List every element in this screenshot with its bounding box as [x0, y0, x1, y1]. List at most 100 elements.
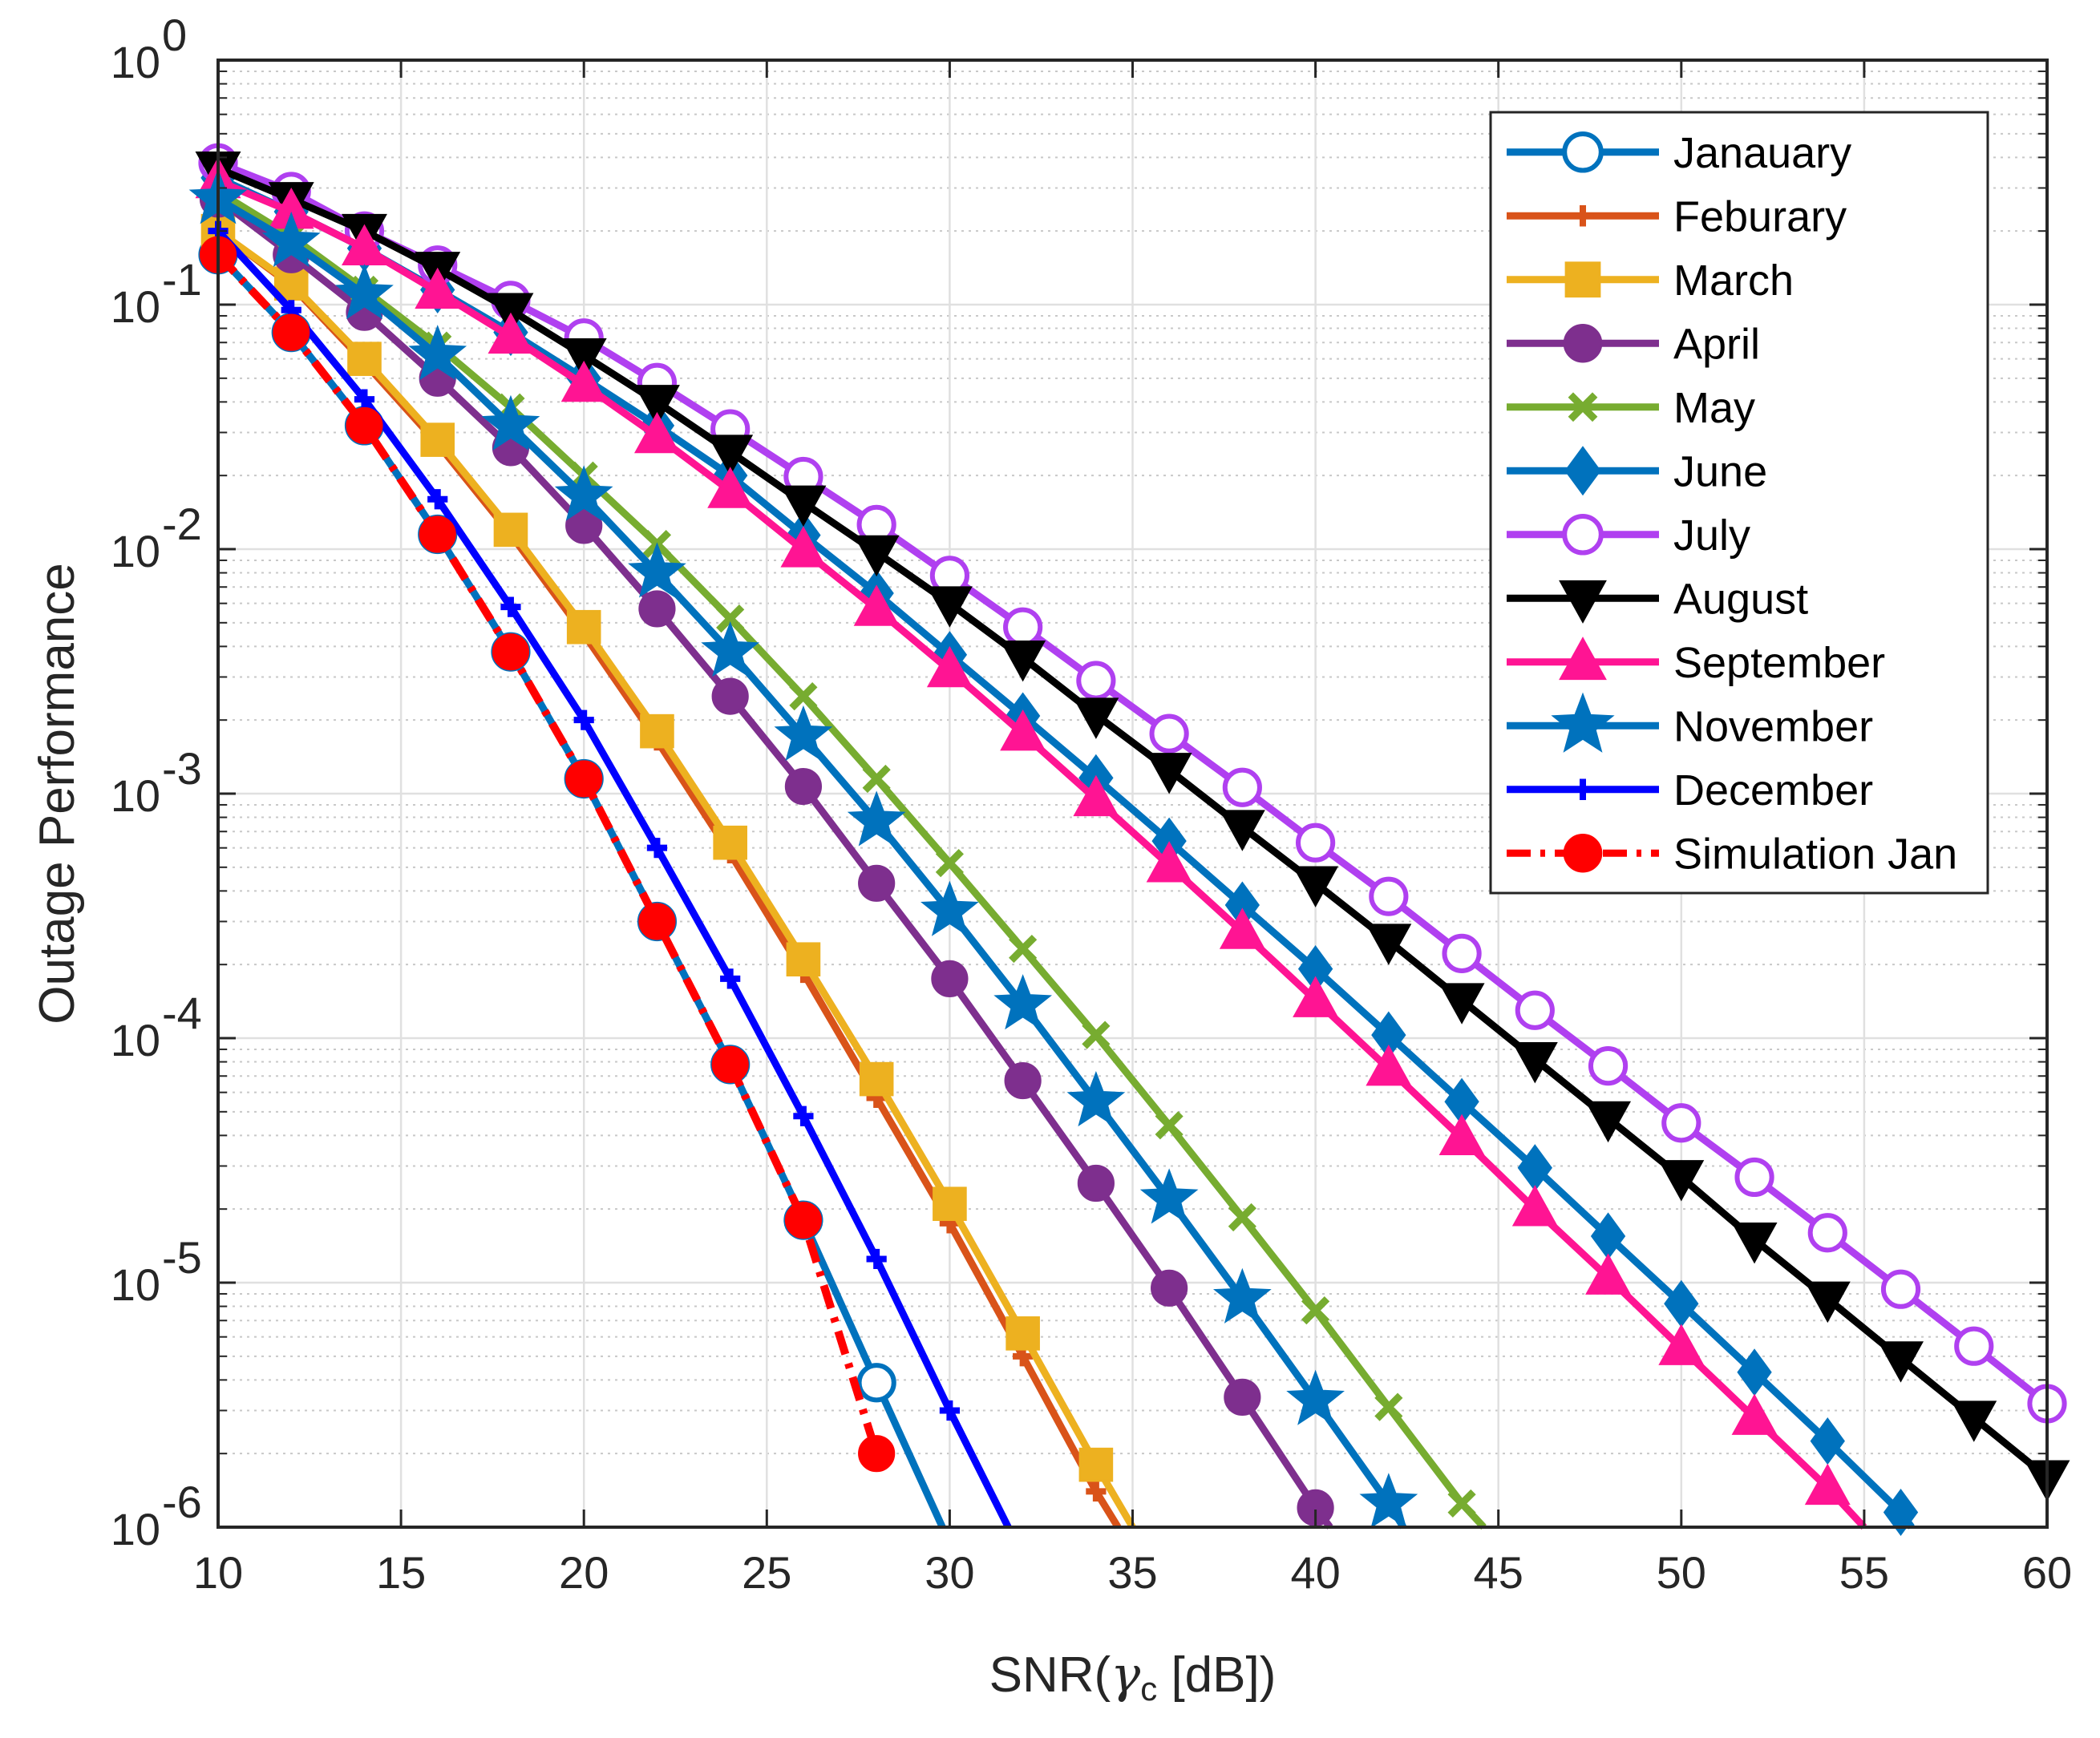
- marker-triangle-up: [1731, 1393, 1778, 1435]
- legend-label: Feburary: [1673, 192, 1847, 240]
- marker-triangle-down: [633, 385, 680, 426]
- marker-square: [566, 609, 601, 645]
- y-axis-title: Outage Performance: [30, 563, 85, 1025]
- marker-x: [1082, 1021, 1111, 1049]
- marker-plus: [1086, 1481, 1107, 1502]
- marker-circle: [1369, 876, 1409, 916]
- legend-label: June: [1673, 447, 1767, 495]
- marker-triangle-up: [1804, 1463, 1851, 1506]
- marker-triangle-down: [1366, 924, 1412, 965]
- marker-triangle-up: [633, 411, 680, 454]
- x-tick-label: 50: [1657, 1547, 1706, 1598]
- legend-item: June: [1507, 446, 1767, 496]
- marker-circle: [1442, 933, 1482, 973]
- marker-plus: [1572, 778, 1594, 801]
- marker-circle: [1588, 1046, 1629, 1086]
- marker-triangle-up: [1146, 841, 1192, 883]
- legend-label: November: [1673, 702, 1873, 750]
- marker-dot: [273, 313, 310, 351]
- marker-triangle-down: [1559, 580, 1607, 624]
- marker-dot: [784, 1202, 823, 1239]
- y-tick-exponent: -2: [162, 499, 202, 549]
- x-tick-label: 40: [1290, 1547, 1340, 1598]
- marker-triangle-down: [926, 586, 973, 628]
- legend-label: Janauary: [1673, 129, 1851, 177]
- marker-circle: [1661, 1103, 1701, 1143]
- marker-triangle-down: [1951, 1401, 1997, 1442]
- marker-star: [628, 542, 686, 598]
- marker-triangle-up: [415, 267, 461, 309]
- marker-star: [261, 211, 321, 268]
- marker-triangle-down: [1731, 1222, 1778, 1264]
- x-tick-label: 15: [376, 1547, 426, 1598]
- series-november: [188, 168, 1418, 1530]
- marker-circle: [1734, 1157, 1774, 1198]
- legend-label: September: [1673, 639, 1885, 687]
- marker-dot: [565, 760, 603, 798]
- marker-x: [1009, 934, 1038, 964]
- marker-dot: [1563, 323, 1603, 363]
- legend-item: Feburary: [1507, 192, 1847, 240]
- legend-item: September: [1507, 637, 1885, 687]
- marker-triangle-up: [1219, 907, 1265, 949]
- marker-star: [481, 394, 540, 451]
- marker-triangle-down: [1878, 1341, 1924, 1383]
- marker-star: [1139, 1168, 1199, 1224]
- marker-triangle-up: [1000, 709, 1046, 751]
- marker-circle: [1880, 1269, 1921, 1309]
- marker-circle: [1562, 131, 1604, 173]
- legend-item: Simulation Jan: [1507, 830, 1957, 878]
- marker-triangle-down: [1804, 1281, 1851, 1324]
- marker-triangle-up: [1366, 1045, 1412, 1086]
- marker-circle: [1222, 767, 1262, 807]
- marker-dot: [638, 903, 676, 940]
- y-tick-label: 10: [111, 526, 160, 576]
- marker-square: [859, 1061, 894, 1097]
- marker-star: [993, 974, 1053, 1030]
- marker-plus: [793, 1105, 814, 1126]
- axis-ticks: [216, 59, 2049, 1529]
- marker-star: [1551, 692, 1615, 753]
- marker-triangle-up: [488, 312, 534, 354]
- marker-square: [1078, 1447, 1114, 1482]
- legend-label: March: [1673, 257, 1794, 305]
- legend-item: Janauary: [1507, 129, 1851, 177]
- marker-square: [1005, 1316, 1040, 1351]
- y-tick-exponent: -1: [162, 254, 202, 305]
- marker-triangle-up: [1511, 1185, 1558, 1227]
- marker-diamond: [1883, 1488, 1919, 1537]
- marker-triangle-up: [1658, 1324, 1705, 1365]
- legend-label: July: [1673, 511, 1750, 560]
- marker-x: [1228, 1202, 1256, 1232]
- marker-x: [1374, 1392, 1403, 1421]
- legend-item: April: [1507, 320, 1760, 368]
- marker-circle: [1076, 661, 1116, 701]
- marker-plus: [573, 709, 594, 730]
- marker-triangle-down: [1219, 810, 1265, 851]
- marker-circle: [1003, 607, 1043, 647]
- marker-circle: [1149, 713, 1189, 754]
- marker-dot: [858, 864, 896, 902]
- marker-dot: [931, 960, 969, 997]
- marker-circle: [1807, 1213, 1847, 1253]
- marker-dot: [346, 406, 383, 445]
- marker-x: [1447, 1489, 1476, 1518]
- series-august: [195, 152, 2070, 1502]
- x-tick-label: 35: [1107, 1547, 1157, 1598]
- marker-triangle-up: [707, 467, 754, 508]
- marker-triangle-down: [1511, 1041, 1558, 1084]
- marker-circle: [1954, 1326, 1994, 1366]
- legend-label: April: [1673, 320, 1760, 368]
- marker-star: [1286, 1369, 1345, 1425]
- marker-x: [935, 849, 964, 878]
- marker-triangle-down: [1073, 697, 1119, 739]
- marker-triangle-up: [560, 360, 607, 402]
- marker-plus: [500, 596, 521, 617]
- y-tick-label: 10: [111, 37, 160, 87]
- legend-item: March: [1507, 257, 1794, 305]
- legend: Janauary Feburary March April May June July Aug…: [1489, 111, 1989, 895]
- marker-star: [408, 325, 467, 381]
- x-axis-title: SNR(γc [dB]): [989, 1645, 1277, 1708]
- marker-triangle-down: [853, 535, 900, 577]
- legend-item: December: [1507, 766, 1873, 814]
